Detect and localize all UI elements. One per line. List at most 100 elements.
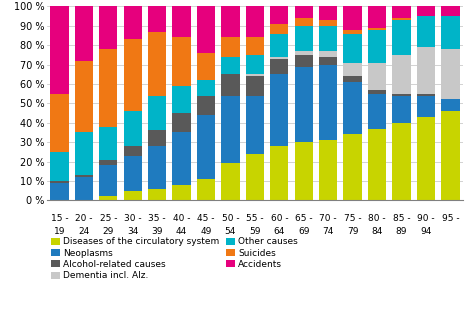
Bar (295, 51, 313, 55)
Bar (270, 146, 288, 200)
Text: 34: 34 (127, 227, 138, 236)
Bar (221, 57, 240, 74)
Bar (75, 61, 93, 132)
Text: 65 -: 65 - (295, 214, 312, 223)
Text: 20 -: 20 - (75, 214, 93, 223)
Text: 54: 54 (225, 227, 236, 236)
Bar (246, 76, 264, 96)
Bar (246, 55, 264, 74)
Bar (221, 163, 240, 200)
Text: 94: 94 (420, 227, 431, 236)
Bar (417, 16, 435, 47)
Bar (441, 16, 460, 49)
Bar (75, 6, 93, 61)
Bar (319, 6, 337, 20)
Text: 64: 64 (274, 227, 285, 236)
Bar (124, 156, 142, 191)
Bar (197, 80, 215, 96)
Bar (441, 49, 460, 99)
Bar (295, 55, 313, 67)
Bar (270, 59, 288, 74)
Bar (124, 39, 142, 111)
Bar (148, 146, 166, 189)
Bar (295, 142, 313, 200)
Bar (392, 96, 411, 123)
Bar (148, 130, 166, 146)
Bar (270, 34, 288, 57)
Bar (319, 65, 337, 140)
Bar (441, 111, 460, 200)
Text: 70 -: 70 - (320, 214, 337, 223)
Bar (246, 154, 264, 200)
Bar (50, 183, 68, 200)
Bar (197, 6, 215, 53)
Bar (392, 123, 411, 200)
Bar (99, 196, 118, 200)
Bar (392, 55, 411, 94)
Bar (75, 132, 93, 175)
Text: 90 -: 90 - (417, 214, 435, 223)
Bar (270, 6, 288, 24)
Bar (99, 49, 118, 127)
Bar (319, 57, 337, 65)
Bar (441, 99, 460, 111)
Text: 25 -: 25 - (100, 214, 117, 223)
Bar (197, 179, 215, 200)
Bar (148, 189, 166, 200)
Bar (124, 111, 142, 146)
Text: 89: 89 (396, 227, 407, 236)
Text: 44: 44 (176, 227, 187, 236)
Bar (319, 20, 337, 26)
Bar (75, 175, 93, 177)
Bar (344, 63, 362, 76)
Bar (417, 96, 435, 117)
Bar (50, 152, 68, 181)
Bar (270, 74, 288, 146)
Bar (270, 57, 288, 59)
Bar (50, 94, 68, 152)
Bar (197, 96, 215, 115)
Text: 80 -: 80 - (368, 214, 386, 223)
Bar (246, 6, 264, 37)
Text: 35 -: 35 - (148, 214, 166, 223)
Bar (344, 6, 362, 30)
Bar (172, 113, 191, 132)
Bar (172, 37, 191, 86)
Bar (148, 32, 166, 96)
Text: 60 -: 60 - (270, 214, 288, 223)
Bar (172, 132, 191, 185)
Bar (368, 6, 386, 28)
Text: 55 -: 55 - (246, 214, 264, 223)
Bar (319, 140, 337, 200)
Bar (344, 76, 362, 82)
Bar (392, 20, 411, 55)
Bar (99, 165, 118, 196)
Bar (221, 37, 240, 57)
Text: 84: 84 (371, 227, 383, 236)
Bar (441, 6, 460, 16)
Bar (295, 6, 313, 18)
Bar (197, 53, 215, 80)
Bar (368, 129, 386, 200)
Text: 39: 39 (152, 227, 163, 236)
Bar (344, 134, 362, 200)
Bar (344, 30, 362, 34)
Text: 45 -: 45 - (197, 214, 215, 223)
Bar (392, 6, 411, 18)
Bar (246, 96, 264, 154)
Bar (172, 185, 191, 200)
Bar (124, 6, 142, 39)
Bar (295, 26, 313, 51)
Bar (417, 117, 435, 200)
Bar (124, 191, 142, 200)
Bar (392, 18, 411, 20)
Text: 24: 24 (78, 227, 90, 236)
Bar (221, 74, 240, 96)
Bar (99, 6, 118, 49)
Text: 15 -: 15 - (51, 214, 68, 223)
Bar (172, 86, 191, 113)
Bar (417, 47, 435, 94)
Text: 74: 74 (322, 227, 334, 236)
Text: 50 -: 50 - (222, 214, 239, 223)
Bar (246, 74, 264, 76)
